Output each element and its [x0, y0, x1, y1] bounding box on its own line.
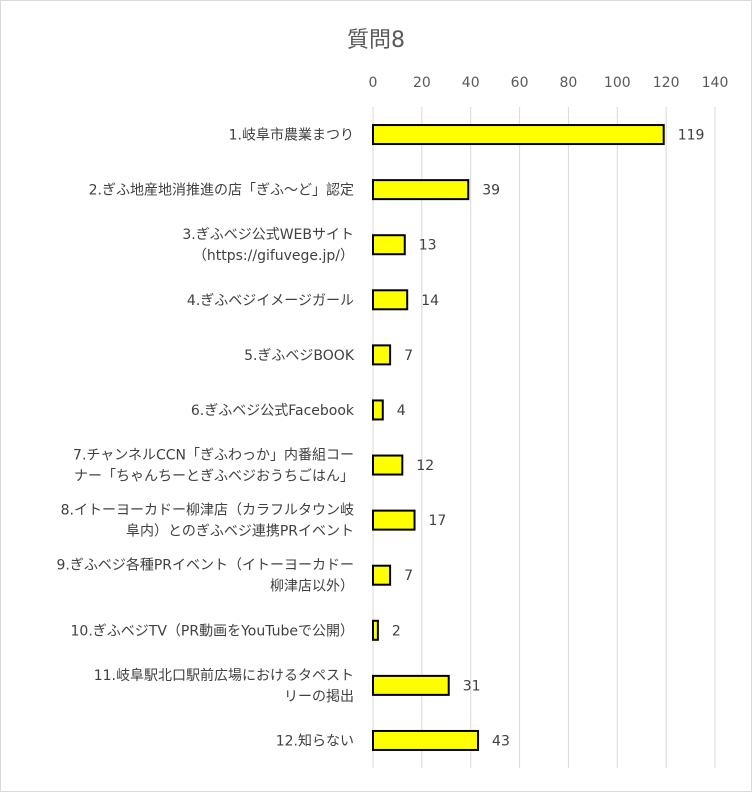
category-label: 7.チャンネルCCN「ぎふわっか」内番組コー	[73, 448, 354, 464]
category-label: 10.ぎふベジTV（PR動画をYouTubeで公開）	[71, 623, 355, 639]
category-label: 柳津店以外）	[270, 578, 354, 595]
bar	[372, 344, 392, 366]
x-tick-label: 60	[511, 75, 529, 91]
bar	[372, 179, 470, 201]
category-label: 阜内）とのぎふベジ連携PRイベント	[126, 523, 354, 540]
category-label: 6.ぎふベジ公式Facebook	[191, 403, 355, 419]
data-label: 4	[397, 403, 406, 419]
gridlines	[372, 107, 716, 768]
category-label: 9.ぎふベジ各種PRイベント（イトーヨーカドー	[56, 558, 354, 574]
x-tick-label: 0	[369, 75, 378, 91]
category-label: 2.ぎふ地産地消推進の店「ぎふ～ど」認定	[89, 183, 354, 199]
category-label: 1.岐阜市農業まつり	[229, 127, 354, 144]
bar	[372, 674, 450, 696]
x-tick-label: 140	[702, 75, 729, 91]
data-label: 7	[404, 348, 413, 364]
bar	[372, 234, 406, 256]
x-tick-label: 40	[462, 75, 480, 91]
bars	[372, 124, 665, 751]
data-label: 43	[492, 733, 510, 749]
data-label: 17	[429, 513, 447, 529]
data-label: 14	[421, 293, 439, 309]
x-tick-label: 80	[560, 75, 578, 91]
bar	[372, 289, 409, 311]
x-tick-label: 100	[604, 75, 631, 91]
x-tick-label: 120	[653, 75, 680, 91]
data-label: 31	[463, 678, 481, 694]
bar	[372, 564, 392, 586]
category-label: ナー「ちゃんちーとぎふベジおうちごはん」	[74, 469, 354, 485]
data-label: 119	[678, 128, 705, 144]
data-labels: 119 39 13 14 7 4 12 17 7 2 31 43	[392, 128, 705, 750]
data-label: 39	[482, 183, 500, 199]
data-label: 2	[392, 623, 401, 639]
category-label: 8.イトーヨーカドー柳津店（カラフルタウン岐	[61, 502, 354, 519]
category-label: 4.ぎふベジイメージガール	[187, 293, 354, 309]
category-label: 11.岐阜駅北口駅前広場におけるタペスト	[94, 667, 354, 684]
bar	[372, 454, 404, 476]
category-labels: 1.岐阜市農業まつり 2.ぎふ地産地消推進の店「ぎふ～ど」認定 3.ぎふベジ公式WE…	[56, 127, 354, 750]
bar	[372, 619, 379, 641]
bar	[372, 509, 416, 531]
bar	[372, 729, 480, 751]
bar	[372, 124, 665, 146]
category-label: 5.ぎふベジBOOK	[244, 348, 355, 364]
data-label: 7	[404, 568, 413, 584]
category-label: 12.知らない	[276, 732, 354, 749]
x-tick-label: 20	[413, 75, 431, 91]
data-label: 13	[419, 238, 437, 254]
category-label: 3.ぎふベジ公式WEBサイト	[182, 227, 354, 243]
category-label: （https://gifuvege.jp/）	[193, 248, 354, 264]
chart-title: 質問8	[347, 28, 405, 53]
category-label: リーの掲出	[284, 689, 354, 705]
bar	[372, 399, 384, 421]
data-label: 12	[416, 458, 434, 474]
x-axis-ticks: 0 20 40 60 80 100 120 140	[369, 75, 729, 91]
